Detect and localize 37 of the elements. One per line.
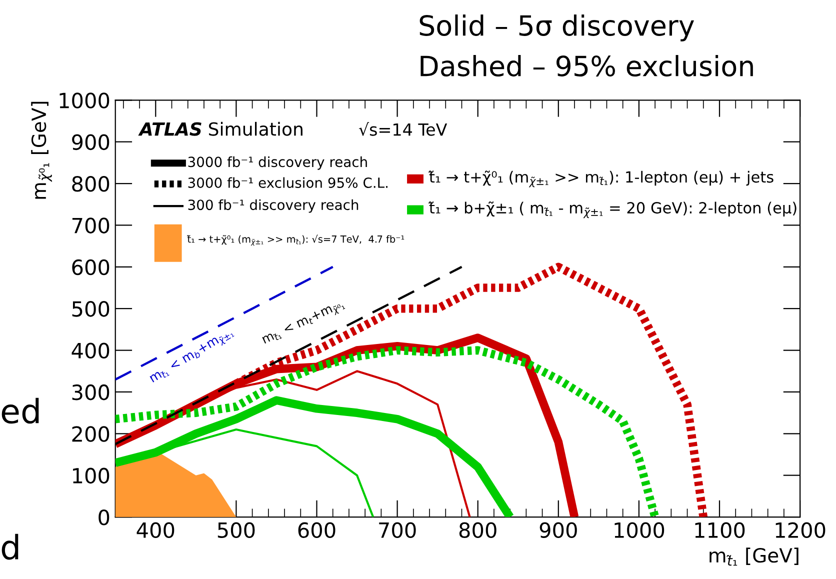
annotation: Simulation (208, 122, 302, 136)
x-tick-label: 1100 (695, 522, 745, 538)
y-tick-label: 300 (72, 384, 110, 400)
x-axis-title: m$_{t̃₁}$ [GeV] (710, 548, 798, 566)
x-tick-label: 900 (540, 522, 577, 538)
x-tick-label: 600 (298, 522, 336, 538)
x-tick-label: 700 (379, 522, 416, 538)
text: d (2, 534, 18, 560)
x-tick-label: 1200 (776, 522, 826, 538)
text: ed (2, 398, 39, 424)
y-tick-label: 900 (72, 134, 110, 150)
annotation: m$_{t̃₁}$ < m$_{b}$+m$_{χ̃±₁}$ (149, 328, 236, 386)
annotation: 3000 fb⁻¹ discovery reach (188, 156, 367, 170)
y-axis-title: m$_{χ̃⁰₁}$ [GeV] (31, 102, 52, 199)
annotation: t̃₁ → t+χ̃⁰₁ (m$_{χ̃±₁}$ >> m$_{t̃₁}$): 1-lepton (eμ) + jets (428, 170, 774, 188)
y-tick-label: 700 (72, 218, 110, 234)
y-tick-label: 100 (73, 468, 110, 484)
annotation: t̃₁ → b+χ̃±₁ ( m$_{t̃₁}$ - m$_{χ̃±₁}$ = 20 GeV): 2-lepton (eμ) (428, 201, 796, 218)
y-tick-label: 400 (72, 342, 110, 359)
chart-subtitle: Dashed – 95% exclusion (420, 55, 753, 77)
annotation: 3000 fb⁻¹ exclusion 95% C.L. (188, 177, 388, 188)
x-tick-label: 500 (218, 522, 255, 538)
annotation: ATLAS (138, 122, 202, 136)
annotation: m$_{t̃₁}$ < m$_{t}$+m$_{χ̃⁰₁}$ (262, 299, 346, 348)
y-tick-label: 200 (72, 426, 110, 442)
y-tick-label: 800 (72, 176, 110, 192)
y-tick-label: 600 (72, 259, 110, 276)
x-tick-label: 400 (136, 522, 174, 538)
x-tick-label: 800 (459, 522, 496, 538)
annotation: √s=14 TeV (358, 122, 448, 136)
x-tick-label: 1000 (614, 522, 664, 538)
annotation: 300 fb⁻¹ discovery reach (188, 199, 358, 213)
annotation: t̃₁ → t+χ̃⁰₁ (m$_{χ̃±₁}$ >> m$_{t̃₁}$): √s=7 TeV, 4.7 fb⁻¹ (187, 234, 404, 246)
y-tick-label: 1000 (60, 92, 110, 108)
y-tick-label: 0 (98, 510, 110, 526)
y-tick-label: 500 (72, 301, 110, 317)
chart-title: Solid – 5σ discovery (420, 14, 694, 42)
